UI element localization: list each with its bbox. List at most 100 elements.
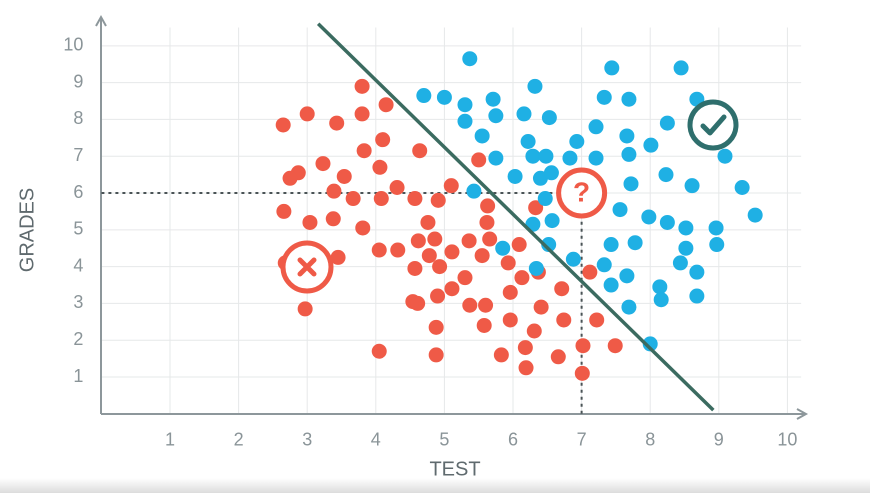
y-tick-label: 6	[73, 182, 83, 202]
point	[444, 244, 460, 260]
point	[354, 106, 370, 122]
point	[527, 78, 543, 94]
point	[556, 312, 572, 328]
point	[299, 106, 315, 122]
query-point	[556, 167, 608, 219]
point	[619, 268, 635, 284]
point	[589, 312, 605, 328]
point	[410, 295, 426, 311]
point	[621, 299, 637, 315]
point	[518, 360, 534, 376]
point	[345, 191, 361, 207]
point	[375, 132, 391, 148]
point	[462, 51, 478, 67]
point	[658, 167, 674, 183]
point	[462, 297, 478, 313]
point	[565, 251, 581, 267]
point	[582, 264, 598, 280]
point	[488, 108, 504, 124]
point	[520, 134, 536, 150]
point	[541, 110, 557, 126]
point	[428, 319, 444, 335]
point	[474, 248, 490, 264]
point	[466, 183, 482, 199]
point	[684, 178, 700, 194]
point	[544, 213, 560, 229]
point	[621, 91, 637, 107]
point	[488, 150, 504, 166]
y-tick-label: 5	[73, 219, 83, 239]
point	[562, 150, 578, 166]
point	[717, 148, 733, 164]
y-tick-label: 8	[73, 108, 83, 128]
point	[430, 288, 446, 304]
point	[329, 115, 345, 131]
x-axis-arrow	[796, 408, 809, 420]
x-tick-label: 3	[302, 430, 312, 450]
point	[493, 347, 509, 363]
point	[479, 214, 495, 230]
point	[619, 128, 635, 144]
point	[659, 115, 675, 131]
point	[336, 168, 352, 184]
y-axis-label: GRADES	[16, 188, 38, 272]
point	[641, 209, 657, 225]
x-tick-label: 2	[234, 430, 244, 450]
point	[430, 192, 446, 208]
point	[482, 231, 498, 247]
point	[528, 260, 544, 276]
point	[421, 248, 437, 264]
point	[428, 347, 444, 363]
point	[371, 343, 387, 359]
point	[282, 170, 298, 186]
point	[528, 200, 544, 216]
point	[275, 117, 291, 133]
point	[603, 277, 619, 293]
point	[457, 97, 473, 113]
x-tick-label: 9	[714, 430, 724, 450]
x-tick-label: 6	[508, 430, 518, 450]
point	[326, 183, 342, 199]
point	[355, 220, 371, 236]
x-tick-label: 1	[165, 430, 175, 450]
reject-icon	[280, 240, 334, 294]
x-tick-label: 7	[577, 430, 587, 450]
point	[412, 143, 428, 159]
x-tick-label: 5	[439, 430, 449, 450]
point	[653, 292, 669, 308]
point	[502, 312, 518, 328]
point	[621, 146, 637, 162]
point	[627, 235, 643, 251]
point	[596, 89, 612, 105]
point	[478, 297, 494, 313]
point	[541, 237, 557, 253]
query-label: ?	[573, 176, 590, 207]
point	[673, 60, 689, 76]
point	[461, 233, 477, 249]
point	[436, 89, 452, 105]
point	[485, 91, 501, 107]
point	[652, 279, 668, 295]
point	[416, 88, 432, 104]
axes: 1 2 3 4 5 6 7 8 9 10 1 2 3 4 5 6 7 8 9 10	[63, 14, 809, 450]
point	[588, 119, 604, 135]
point	[569, 134, 585, 150]
point	[575, 338, 591, 354]
point	[480, 198, 496, 214]
point	[747, 207, 763, 223]
y-tick-label: 7	[73, 145, 83, 165]
bottom-shade	[0, 478, 870, 493]
point	[302, 214, 318, 230]
point	[390, 242, 406, 258]
point	[476, 317, 492, 333]
point	[550, 349, 566, 365]
point	[574, 365, 590, 381]
point	[678, 220, 694, 236]
point	[276, 203, 292, 219]
point	[474, 128, 490, 144]
point	[378, 97, 394, 113]
point	[516, 106, 532, 122]
point	[325, 211, 341, 227]
point	[514, 270, 530, 286]
